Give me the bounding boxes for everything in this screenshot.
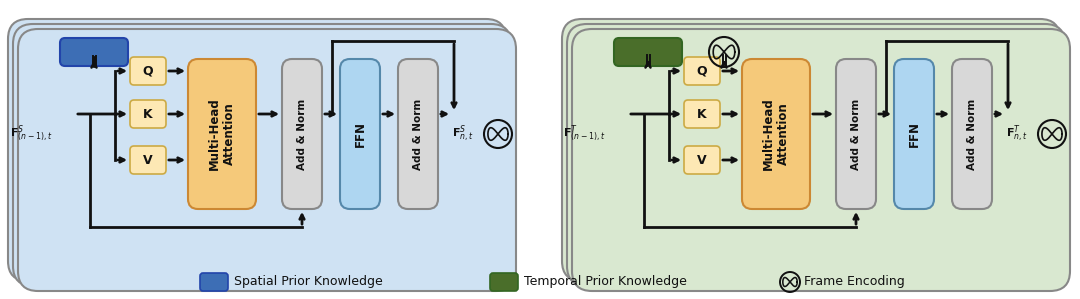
FancyBboxPatch shape — [836, 59, 876, 209]
FancyBboxPatch shape — [340, 59, 380, 209]
FancyBboxPatch shape — [567, 24, 1065, 286]
Text: $\mathbf{F}^{T}_{n,t}$: $\mathbf{F}^{T}_{n,t}$ — [1005, 123, 1028, 144]
FancyBboxPatch shape — [490, 273, 518, 291]
FancyBboxPatch shape — [282, 59, 322, 209]
Text: Add & Norm: Add & Norm — [851, 98, 861, 170]
Text: Spatial Prior Knowledge: Spatial Prior Knowledge — [234, 275, 382, 289]
Text: Add & Norm: Add & Norm — [297, 98, 307, 170]
FancyBboxPatch shape — [894, 59, 934, 209]
Text: Add & Norm: Add & Norm — [967, 98, 977, 170]
Text: V: V — [698, 153, 706, 167]
FancyBboxPatch shape — [188, 59, 256, 209]
FancyBboxPatch shape — [684, 100, 720, 128]
Text: $\mathbf{F}^{S}_{(n-1),t}$: $\mathbf{F}^{S}_{(n-1),t}$ — [10, 124, 53, 144]
Text: K: K — [698, 108, 706, 120]
Text: FFN: FFN — [907, 121, 920, 147]
Text: Q: Q — [697, 65, 707, 77]
FancyBboxPatch shape — [742, 59, 810, 209]
Text: Multi-Head
Attention: Multi-Head Attention — [762, 98, 789, 170]
Text: $\mathbf{F}^{T}_{(n-1),t}$: $\mathbf{F}^{T}_{(n-1),t}$ — [563, 124, 606, 144]
Text: V: V — [144, 153, 152, 167]
Text: $\mathbf{F}^{S}_{n,t}$: $\mathbf{F}^{S}_{n,t}$ — [453, 123, 474, 144]
FancyBboxPatch shape — [18, 29, 516, 291]
Text: Q: Q — [143, 65, 153, 77]
Text: Temporal Prior Knowledge: Temporal Prior Knowledge — [524, 275, 687, 289]
FancyBboxPatch shape — [8, 19, 507, 281]
FancyBboxPatch shape — [572, 29, 1070, 291]
Text: Multi-Head
Attention: Multi-Head Attention — [208, 98, 237, 170]
Text: Add & Norm: Add & Norm — [413, 98, 423, 170]
FancyBboxPatch shape — [684, 146, 720, 174]
FancyBboxPatch shape — [562, 19, 1059, 281]
Text: Frame Encoding: Frame Encoding — [804, 275, 905, 289]
Text: FFN: FFN — [353, 121, 366, 147]
FancyBboxPatch shape — [130, 100, 166, 128]
FancyBboxPatch shape — [951, 59, 993, 209]
FancyBboxPatch shape — [684, 57, 720, 85]
FancyBboxPatch shape — [60, 38, 129, 66]
Text: K: K — [144, 108, 152, 120]
FancyBboxPatch shape — [399, 59, 438, 209]
FancyBboxPatch shape — [130, 57, 166, 85]
FancyBboxPatch shape — [130, 146, 166, 174]
FancyBboxPatch shape — [615, 38, 681, 66]
FancyBboxPatch shape — [200, 273, 228, 291]
FancyBboxPatch shape — [13, 24, 511, 286]
